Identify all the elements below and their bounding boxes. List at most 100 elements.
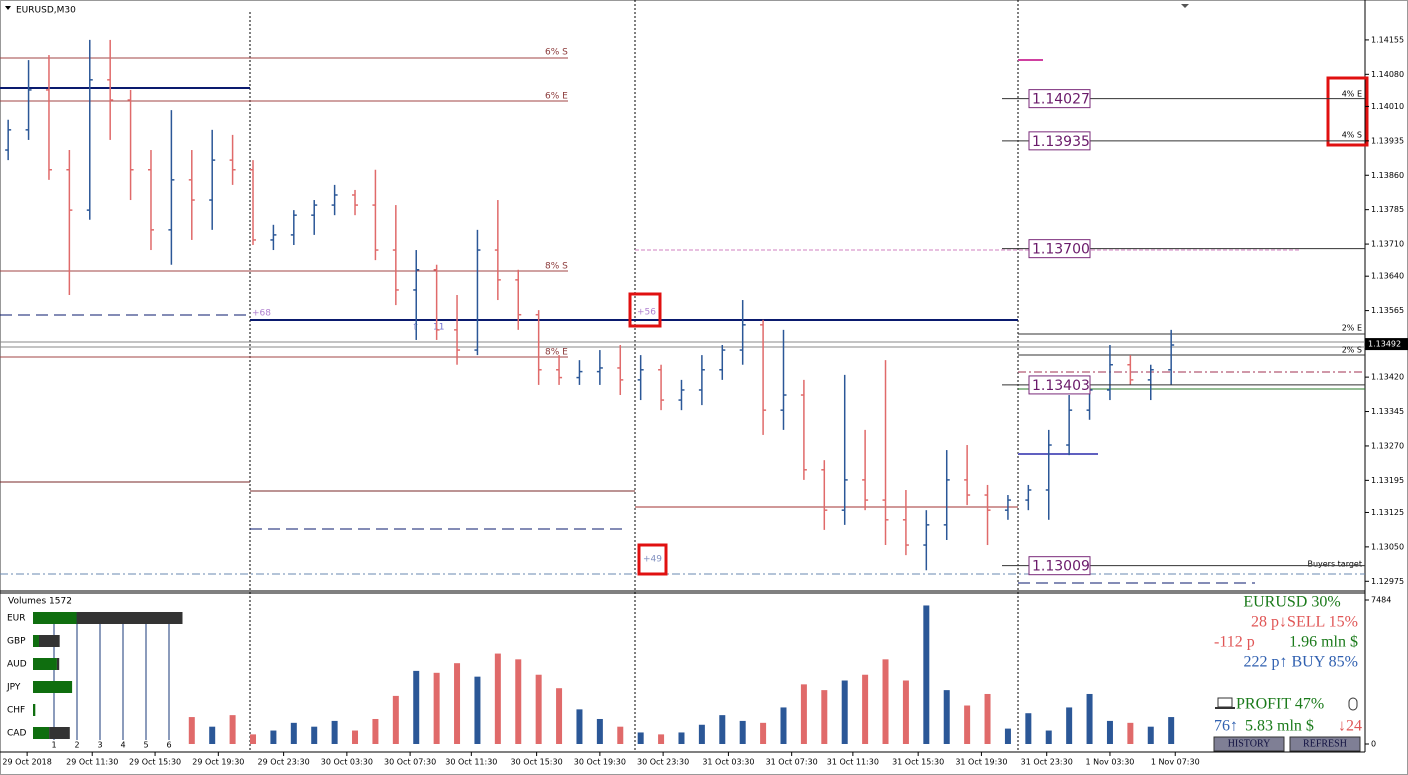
volume-bar: [1066, 707, 1073, 744]
highlight-box: [628, 292, 662, 328]
x-tick-label: 29 Oct 2018: [2, 758, 51, 767]
currency-label: AUD: [7, 660, 27, 670]
zone-lines: [0, 57, 1365, 584]
zone-label: 2% S: [1342, 346, 1362, 355]
x-tick-label: 31 Oct 07:30: [766, 758, 818, 767]
volume-bar: [923, 605, 930, 744]
last-price-marker: [1365, 338, 1408, 351]
level-box: [1028, 239, 1091, 259]
currency-label: EUR: [7, 614, 26, 624]
volume-bar: [658, 734, 665, 744]
level-box: [1028, 556, 1091, 576]
volume-bar: [311, 726, 318, 744]
level-label: 1.13403: [1032, 378, 1090, 394]
volume-bar: [576, 709, 583, 744]
zone-label: 6% S: [545, 48, 568, 58]
level-box: [1028, 375, 1091, 395]
pips-label: +68: [252, 309, 271, 319]
volume-bar: [515, 659, 522, 744]
volume-bar: [943, 690, 950, 744]
y-tick-label: 1.13125: [1371, 508, 1404, 517]
y-tick-label: 1.13420: [1371, 373, 1404, 382]
volume-bar: [209, 726, 216, 744]
strength-segment: [33, 658, 57, 670]
highlight-box: [637, 543, 668, 576]
y-tick-label: 1.13270: [1371, 441, 1404, 450]
y-tick-label: 7484: [1371, 596, 1391, 605]
y-tick-label: 0: [1371, 740, 1376, 749]
level-label: 1.13009: [1032, 559, 1090, 575]
scale-label: 6: [166, 741, 171, 750]
volume-bar: [1127, 722, 1134, 744]
y-tick-label: 1.13345: [1371, 407, 1404, 416]
stat-trades-up: 76↑: [1214, 718, 1238, 735]
x-tick-label: 30 Oct 11:30: [445, 758, 497, 767]
volume-bar: [596, 718, 603, 744]
y-tick-label: 1.13860: [1371, 171, 1404, 180]
volume-bar: [229, 715, 236, 744]
volume-bar: [698, 724, 705, 744]
currency-label: CAD: [7, 729, 26, 739]
x-tick-label: 29 Oct 23:30: [258, 758, 310, 767]
menu-arrow[interactable]: [5, 6, 11, 10]
y-tick-label: 1.13565: [1371, 306, 1404, 315]
zone-label: 6% E: [545, 92, 568, 102]
x-tick-label: 30 Oct 15:30: [511, 758, 563, 767]
strength-segment: [33, 704, 36, 716]
y-tick-label: 1.14155: [1371, 35, 1404, 44]
y-tick-label: 1.13640: [1371, 272, 1404, 281]
stats-panel: EURUSD 30% 28 p↓SELL 15% -112 p 1.96 mln…: [1213, 594, 1362, 752]
scale-label: 5: [143, 741, 148, 750]
volume-bar: [902, 680, 909, 744]
x-tick-label: 30 Oct 07:30: [384, 758, 436, 767]
strength-segment: [33, 681, 73, 693]
y-tick-label: 1.14080: [1371, 70, 1404, 79]
stat-symbol: EURUSD 30%: [1243, 594, 1340, 611]
zone-label: 2% E: [1342, 324, 1362, 333]
button-label[interactable]: REFRESH: [1303, 738, 1347, 749]
stat-sell: 28 p↓SELL 15%: [1251, 614, 1358, 631]
volume-bar: [719, 715, 726, 744]
volume-bar: [454, 663, 461, 744]
refresh-button[interactable]: [1289, 736, 1361, 752]
button-label[interactable]: HISTORY: [1228, 738, 1271, 749]
count-label: 11: [433, 323, 444, 333]
level-label: 1.13700: [1032, 242, 1090, 258]
volume-bar: [372, 718, 379, 744]
history-button[interactable]: [1213, 736, 1285, 752]
volume-bar: [556, 688, 563, 744]
level-box: [1028, 89, 1091, 109]
volume-bar: [678, 732, 685, 744]
shift-marker: [1181, 4, 1189, 8]
volume-bar: [250, 734, 257, 744]
zone-label: 4% S: [1342, 131, 1362, 140]
currency-label: JPY: [6, 683, 21, 693]
pips-label: +56: [637, 308, 656, 318]
currency-label: GBP: [7, 637, 26, 647]
y-tick-label: 1.13195: [1371, 476, 1404, 485]
volume-bar: [1045, 730, 1052, 744]
stat-buy: 222 p↑ BUY 85%: [1243, 654, 1358, 671]
volume-bar: [1025, 713, 1032, 744]
zone-label: 8% E: [545, 348, 568, 358]
stat-sell-volume: 1.96 mln $: [1289, 634, 1358, 651]
last-price-label: 1.13492: [1368, 340, 1401, 349]
laptop-icon: [1215, 707, 1235, 709]
stat-trades-down: ↓24: [1338, 718, 1362, 735]
volume-bar: [331, 720, 338, 744]
volume-bar: [188, 717, 195, 744]
strength-segment: [49, 727, 70, 739]
scale-label: 4: [120, 741, 125, 750]
y-tick-label: 1.12975: [1371, 577, 1404, 586]
volume-bar: [964, 705, 971, 744]
y-tick-label: 1.13785: [1371, 205, 1404, 214]
volume-bar: [474, 676, 481, 744]
x-tick-label: 29 Oct 19:30: [192, 758, 244, 767]
volume-bar: [739, 720, 746, 744]
y-tick-label: 1.13935: [1371, 136, 1404, 145]
currency-label: CHF: [7, 706, 25, 716]
x-tick-label: 31 Oct 15:30: [892, 758, 944, 767]
